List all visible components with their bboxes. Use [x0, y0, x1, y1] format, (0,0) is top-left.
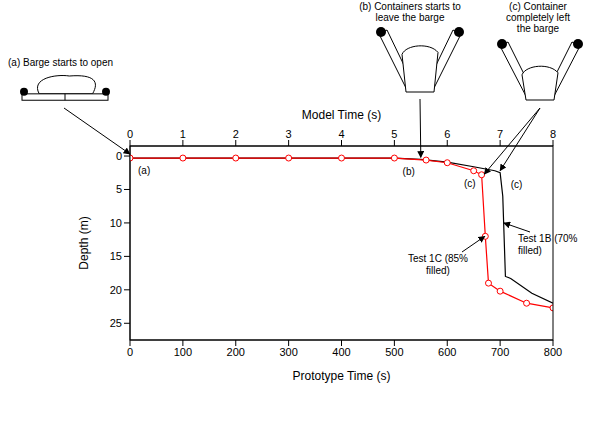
svg-text:(b): (b) — [403, 166, 415, 177]
svg-text:0: 0 — [116, 150, 122, 162]
svg-text:500: 500 — [385, 346, 403, 358]
svg-text:700: 700 — [491, 346, 509, 358]
svg-text:Model Time (s): Model Time (s) — [302, 108, 381, 122]
svg-text:10: 10 — [110, 217, 122, 229]
svg-text:15: 15 — [110, 250, 122, 262]
svg-text:Prototype Time (s): Prototype Time (s) — [292, 369, 390, 383]
svg-text:200: 200 — [227, 346, 245, 358]
svg-text:0: 0 — [127, 128, 133, 140]
svg-text:8: 8 — [550, 128, 556, 140]
svg-text:800: 800 — [544, 346, 562, 358]
svg-text:Test 1C (85%filled): Test 1C (85%filled) — [408, 253, 468, 276]
svg-text:0: 0 — [127, 346, 133, 358]
svg-text:Depth (m): Depth (m) — [77, 216, 91, 269]
svg-text:(c): (c) — [464, 178, 476, 189]
svg-text:20: 20 — [110, 284, 122, 296]
svg-text:3: 3 — [286, 128, 292, 140]
svg-text:400: 400 — [332, 346, 350, 358]
svg-text:600: 600 — [438, 346, 456, 358]
svg-text:300: 300 — [279, 346, 297, 358]
svg-text:7: 7 — [497, 128, 503, 140]
svg-text:1: 1 — [180, 128, 186, 140]
svg-text:(c): (c) — [511, 179, 523, 190]
svg-text:Test 1B (70%filled): Test 1B (70%filled) — [518, 233, 578, 256]
svg-text:(b) Containers starts toleave: (b) Containers starts toleave the barge — [359, 1, 461, 23]
svg-text:5: 5 — [116, 183, 122, 195]
svg-text:100: 100 — [174, 346, 192, 358]
svg-text:5: 5 — [391, 128, 397, 140]
svg-text:(c) Containercompletely leftth: (c) Containercompletely leftthe barge — [506, 1, 570, 34]
svg-text:25: 25 — [110, 317, 122, 329]
svg-text:4: 4 — [338, 128, 344, 140]
svg-text:6: 6 — [444, 128, 450, 140]
svg-text:(a): (a) — [138, 165, 150, 176]
svg-text:(a) Barge starts to open: (a) Barge starts to open — [8, 57, 113, 68]
svg-text:2: 2 — [233, 128, 239, 140]
